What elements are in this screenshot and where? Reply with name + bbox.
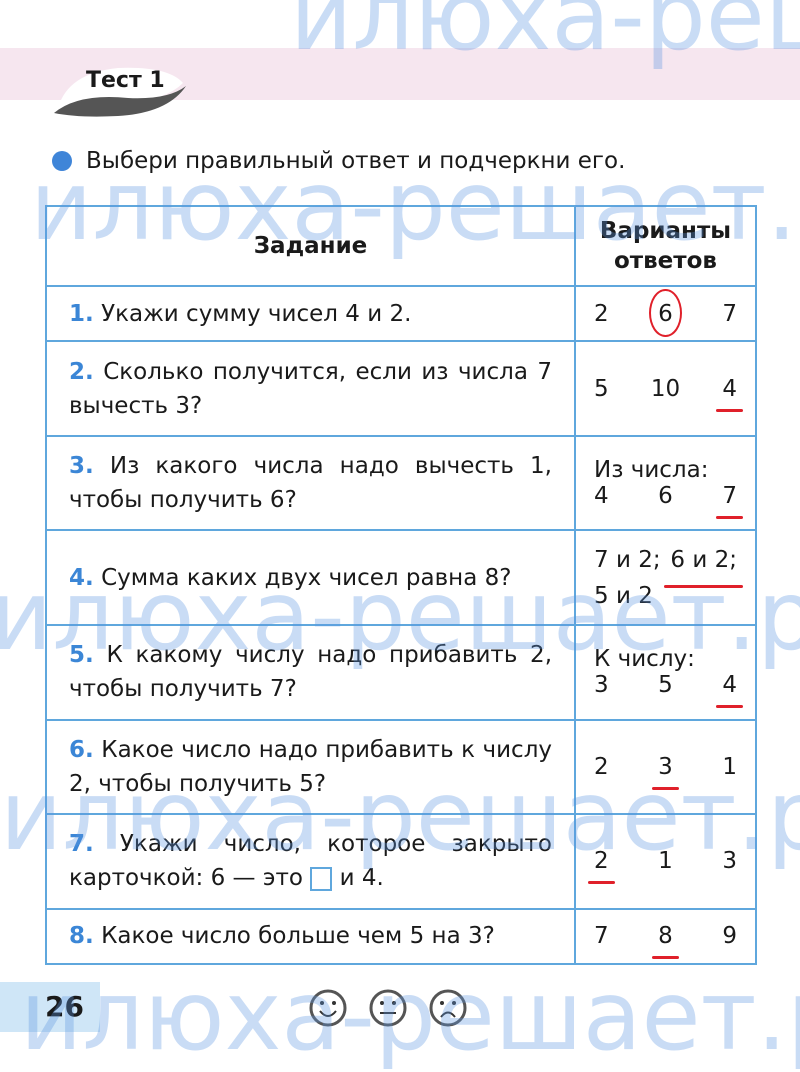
options-cell: Из числа: 4 6 7 <box>574 434 757 532</box>
table-row: 2. Сколько получится, если из числа 7 вы… <box>45 340 757 437</box>
table-row: 6. Какое число надо прибавить к числу 2,… <box>45 718 757 816</box>
task-cell: 2. Сколько получится, если из числа 7 вы… <box>45 340 576 437</box>
answer-option-selected[interactable]: 6 и 2; <box>664 542 743 588</box>
task-cell: 5. К какому числу надо прибавить 2, чтоб… <box>45 623 576 721</box>
sad-face-icon[interactable] <box>428 988 468 1028</box>
header-options: Варианты ответов <box>574 205 757 287</box>
page-number: 26 <box>0 982 100 1032</box>
task-number: 6. <box>69 736 94 763</box>
task-text: Укажи сумму чисел 4 и 2. <box>101 300 412 327</box>
task-number: 8. <box>69 923 94 950</box>
table-row: 1. Укажи сумму чисел 4 и 2. 2 6 7 <box>45 284 757 343</box>
answer-option[interactable]: 9 <box>722 923 737 950</box>
table-row: 4. Сумма каких двух чисел равна 8? 7 и 2;… <box>45 529 757 626</box>
answer-option-selected[interactable]: 3 <box>652 753 679 790</box>
badge-swoosh-icon <box>54 67 186 117</box>
answer-option-selected[interactable]: 6 <box>649 288 682 337</box>
task-number: 5. <box>69 642 94 669</box>
instruction: Выбери правильный ответ и подчеркни его. <box>52 148 625 174</box>
task-cell: 4. Сумма каких двух чисел равна 8? <box>45 529 576 626</box>
answer-option[interactable]: 5 <box>594 375 609 402</box>
answer-option-selected[interactable]: 7 <box>716 483 743 520</box>
answer-option-selected[interactable]: 8 <box>652 923 679 960</box>
task-text: Какое число надо прибавить к числу 2, чт… <box>69 736 553 797</box>
task-text: Укажи число, которое закрыто карточкой: … <box>69 831 552 892</box>
answer-option[interactable]: 3 <box>594 672 609 699</box>
options-prefix: Из числа: <box>594 457 709 484</box>
card-box-icon <box>310 866 333 891</box>
answer-option-selected[interactable]: 2 <box>588 848 615 885</box>
task-cell: 1. Укажи сумму чисел 4 и 2. <box>45 284 576 343</box>
options-cell: 7 8 9 <box>574 907 757 966</box>
test-label: Тест 1 <box>86 68 165 93</box>
answer-option[interactable]: 7 <box>594 923 609 950</box>
answer-option-selected[interactable]: 4 <box>716 375 743 412</box>
task-number: 2. <box>69 358 94 385</box>
options-cell: 2 1 3 <box>574 813 757 910</box>
task-text: и 4. <box>339 865 384 892</box>
answer-option[interactable]: 1 <box>658 848 673 875</box>
bullet-icon <box>52 151 72 171</box>
task-number: 7. <box>69 831 94 858</box>
task-text: Сумма каких двух чисел равна 8? <box>101 564 512 591</box>
answer-option[interactable]: 2 <box>594 753 609 780</box>
options-cell: 7 и 2; 6 и 2; 5 и 2 <box>574 529 757 626</box>
task-cell: 8. Какое число больше чем 5 на 3? <box>45 907 576 966</box>
neutral-face-icon[interactable] <box>368 988 408 1028</box>
options-cell: 5 10 4 <box>574 340 757 437</box>
answer-option[interactable]: 7 <box>722 300 737 327</box>
options-cell: 2 6 7 <box>574 284 757 343</box>
task-text: Сколько получится, если из числа 7 вычес… <box>69 358 552 419</box>
answer-option[interactable]: 2 <box>594 300 609 327</box>
answer-option[interactable]: 7 и 2; <box>594 546 661 573</box>
table-row: 7. Укажи число, которое закрыто карточко… <box>45 813 757 910</box>
answer-option[interactable]: 3 <box>722 848 737 875</box>
task-cell: 7. Укажи число, которое закрыто карточко… <box>45 813 576 910</box>
options-cell: К числу: 3 5 4 <box>574 623 757 721</box>
task-number: 4. <box>69 564 94 591</box>
table-row: 8. Какое число больше чем 5 на 3? 7 8 9 <box>45 907 757 966</box>
options-prefix: К числу: <box>594 646 695 673</box>
smile-face-icon[interactable] <box>308 988 348 1028</box>
task-cell: 3. Из какого числа надо вычесть 1, чтобы… <box>45 434 576 532</box>
options-cell: 2 3 1 <box>574 718 757 816</box>
page-number-text: 26 <box>45 990 84 1023</box>
self-assessment <box>308 988 468 1028</box>
table-row: 5. К какому числу надо прибавить 2, чтоб… <box>45 623 757 721</box>
task-text: Из какого числа надо вычесть 1, чтобы по… <box>69 453 552 514</box>
task-text: Какое число больше чем 5 на 3? <box>101 923 495 950</box>
test-badge: Тест 1 <box>48 58 188 118</box>
answer-option[interactable]: 4 <box>594 483 609 510</box>
answer-option-selected[interactable]: 4 <box>716 672 743 709</box>
answer-option[interactable]: 6 <box>658 483 673 510</box>
answer-option[interactable]: 5 и 2 <box>594 582 653 609</box>
header-task: Задание <box>45 205 576 287</box>
answer-option[interactable]: 1 <box>722 753 737 780</box>
instruction-text: Выбери правильный ответ и подчеркни его. <box>86 148 626 174</box>
table-row: 3. Из какого числа надо вычесть 1, чтобы… <box>45 434 757 532</box>
task-text: К какому числу надо прибавить 2, чтобы п… <box>69 642 553 703</box>
answer-option[interactable]: 5 <box>658 672 673 699</box>
task-number: 3. <box>69 453 94 480</box>
task-number: 1. <box>69 300 94 327</box>
test-table: Задание Варианты ответов 1. Укажи сумму … <box>45 205 757 966</box>
answer-option[interactable]: 10 <box>650 375 681 402</box>
task-cell: 6. Какое число надо прибавить к числу 2,… <box>45 718 576 816</box>
